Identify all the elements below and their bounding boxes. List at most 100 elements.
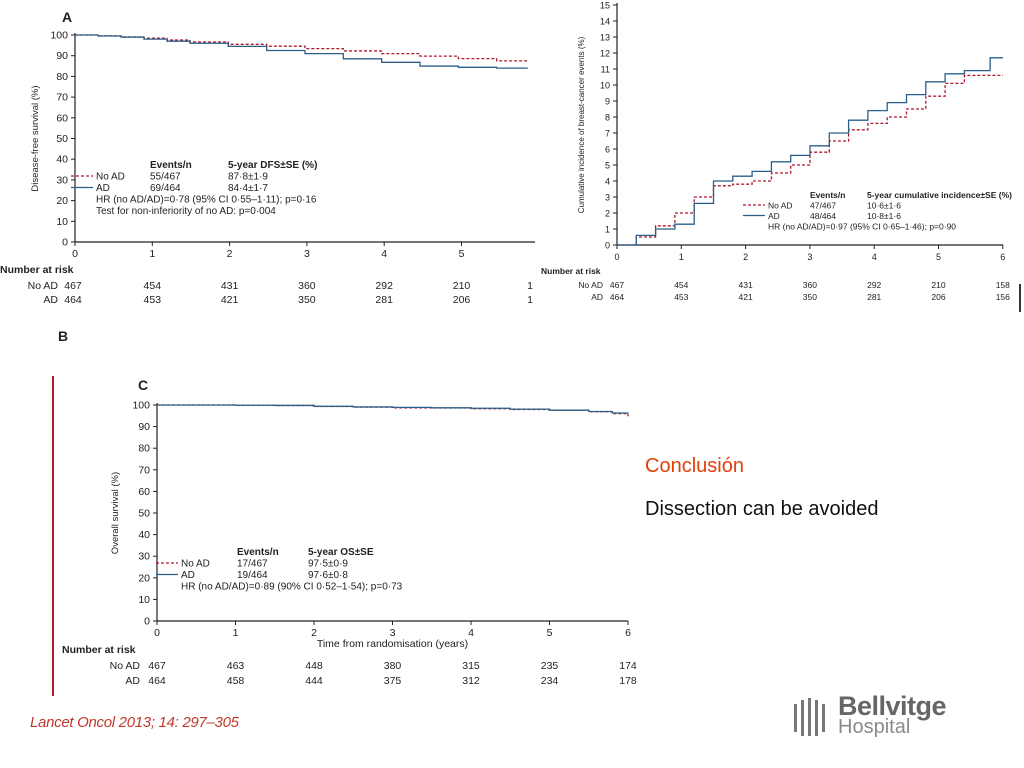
logo-subtitle: Hospital	[838, 716, 911, 738]
edge-rule	[1019, 284, 1021, 312]
chart3-x-tick-label: 1	[233, 627, 239, 639]
chart3-panel-label: C	[138, 377, 148, 393]
chart3-y-tick-label: 90	[138, 421, 150, 433]
chart2-y-tick-label: 7	[605, 129, 610, 139]
chart3-x-tick-label: 5	[547, 627, 553, 639]
chart2-x-tick-label: 4	[872, 252, 877, 262]
chart2-y-axis-label: Cumulative incidence of breast-cancer ev…	[577, 36, 586, 213]
chart3-y-tick-label: 0	[144, 616, 150, 628]
chart1-legend-header-estimate: 5-year DFS±SE (%)	[228, 160, 317, 171]
slide-conclusion-text: Dissection can be avoided	[645, 498, 879, 520]
chart3-x-tick-label: 2	[311, 627, 317, 639]
chart2-y-tick-label: 3	[605, 193, 610, 203]
chart1-y-tick-label: 50	[56, 133, 68, 145]
chart3-risk-title: Number at risk	[62, 644, 136, 656]
chart1-x-tick-label: 2	[227, 248, 233, 260]
chart1-risk-value: 350	[298, 294, 316, 306]
chart2-risk-row-label: No AD	[578, 280, 603, 290]
chart1-y-tick-label: 80	[56, 71, 68, 83]
chart1-legend-events: 69/464	[150, 183, 181, 194]
chart3-x-tick-label: 0	[154, 627, 160, 639]
chart2-y-tick-label: 10	[600, 81, 610, 91]
chart1-legend-header-events: Events/n	[150, 160, 192, 171]
chart3-risk-row-label: AD	[125, 675, 140, 687]
chart2-risk-value: 454	[674, 280, 688, 290]
chart2-x-tick-label: 5	[936, 252, 941, 262]
chart1-x-tick-label: 5	[459, 248, 465, 260]
chart1-y-tick-label: 90	[56, 50, 68, 62]
chart3-risk-value: 174	[619, 660, 637, 672]
chart2-x-tick-label: 0	[614, 252, 619, 262]
chart3-risk-value: 315	[462, 660, 480, 672]
chart3-legend-header-estimate: 5-year OS±SE	[308, 547, 374, 558]
chart3-y-tick-label: 10	[138, 594, 150, 606]
chart1-risk-title: Number at risk	[0, 264, 74, 276]
chart3-risk-value: 235	[541, 660, 559, 672]
chart2-y-tick-label: 12	[600, 49, 610, 59]
chart3-x-tick-label: 4	[468, 627, 474, 639]
chart3-y-tick-label: 40	[138, 529, 150, 541]
chart1-risk-value: 1	[527, 294, 533, 306]
chart2-series-ad-line	[617, 57, 1003, 246]
chart2-x-tick-label: 2	[743, 252, 748, 262]
chart3-risk-value: 458	[227, 675, 245, 687]
chart3-legend-label: AD	[181, 570, 195, 581]
chart1-risk-value: 454	[144, 280, 162, 292]
chart2-risk-value: 360	[803, 280, 817, 290]
chart3-risk-value: 463	[227, 660, 245, 672]
chart1-risk-value: 431	[221, 280, 239, 292]
chart1-legend-label: AD	[96, 183, 110, 194]
chart3-series-ad-line	[157, 404, 629, 414]
chart2-y-tick-label: 4	[605, 177, 610, 187]
chart2-legend-events: 47/467	[810, 201, 836, 211]
chart3-y-tick-label: 100	[132, 400, 150, 412]
chart2-y-tick-label: 2	[605, 209, 610, 219]
chart3-risk-value: 312	[462, 675, 480, 687]
chart3-legend-header-events: Events/n	[237, 547, 279, 558]
chart2-risk-value: 464	[610, 292, 624, 302]
chart2-risk-value: 156	[996, 292, 1010, 302]
chart2-risk-title: Number at risk	[541, 266, 601, 276]
chart2-y-tick-label: 13	[600, 33, 610, 43]
chart2-risk-value: 467	[610, 280, 624, 290]
chart1-risk-row-label: AD	[43, 294, 58, 306]
citation: Lancet Oncol 2013; 14: 297–305	[30, 714, 239, 731]
chart1-series-no-ad-line	[75, 34, 528, 62]
chart1-series-ad-line	[75, 34, 528, 69]
chart1-y-tick-label: 30	[56, 174, 68, 186]
chart1-risk-value: 281	[375, 294, 393, 306]
chart1-x-tick-label: 3	[304, 248, 310, 260]
chart3-risk-value: 464	[148, 675, 166, 687]
chart2-legend-header-events: Events/n	[810, 190, 845, 200]
chart1-legend-label: No AD	[96, 172, 125, 183]
chart1-y-tick-label: 70	[56, 92, 68, 104]
chart3-legend-estimate: 97·6±0·8	[308, 570, 348, 581]
chart2-x-tick-label: 6	[1000, 252, 1005, 262]
chart1-risk-value: 360	[298, 280, 316, 292]
chart1-legend-estimate: 87·8±1·9	[228, 172, 268, 183]
chart3-legend-events: 19/464	[237, 570, 268, 581]
chart1-risk-value: 206	[453, 294, 471, 306]
chart3-x-tick-label: 6	[625, 627, 631, 639]
chart1-panel-label: A	[62, 9, 72, 25]
chart2-risk-value: 206	[931, 292, 945, 302]
chart2-y-tick-label: 9	[605, 97, 610, 107]
chart1-risk-value: 467	[64, 280, 82, 292]
chart2-y-tick-label: 6	[605, 145, 610, 155]
chart2-y-tick-label: 0	[605, 241, 610, 251]
chart2-risk-value: 350	[803, 292, 817, 302]
chart2-risk-value: 158	[996, 280, 1010, 290]
chart2-y-tick-label: 11	[601, 65, 610, 75]
chart3-legend-note: HR (no AD/AD)=0·89 (90% CI 0·52–1·54); p…	[181, 582, 403, 593]
chart3-y-axis-label: Overall survival (%)	[110, 472, 121, 554]
chart2-legend-header-estimate: 5-year cumulative incidence±SE (%)	[867, 190, 1012, 200]
chart1-risk-value: 464	[64, 294, 82, 306]
chart1-x-tick-label: 1	[149, 248, 155, 260]
chart2-risk-value: 421	[739, 292, 753, 302]
chart1-legend-events: 55/467	[150, 172, 181, 183]
chart2-legend-estimate: 10·6±1·6	[867, 201, 901, 211]
chart1-y-tick-label: 40	[56, 154, 68, 166]
chart3-y-tick-label: 80	[138, 443, 150, 455]
logo-bars-icon	[794, 698, 825, 736]
